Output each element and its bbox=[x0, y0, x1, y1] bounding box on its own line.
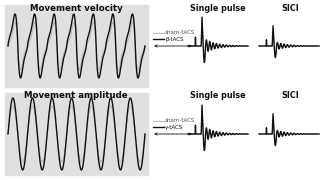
Text: Single pulse: Single pulse bbox=[190, 91, 246, 100]
Text: sham-tACS: sham-tACS bbox=[165, 30, 196, 35]
Text: SICI: SICI bbox=[281, 4, 299, 13]
Text: γ-tACS: γ-tACS bbox=[165, 125, 183, 129]
Bar bbox=[5, 93, 148, 175]
Bar bbox=[5, 5, 148, 87]
Text: β-tACS: β-tACS bbox=[165, 37, 183, 42]
Text: Movement velocity: Movement velocity bbox=[30, 4, 122, 13]
Text: sham-tACS: sham-tACS bbox=[165, 118, 196, 123]
Text: Movement amplitude: Movement amplitude bbox=[24, 91, 128, 100]
Text: Single pulse: Single pulse bbox=[190, 4, 246, 13]
Text: SICI: SICI bbox=[281, 91, 299, 100]
